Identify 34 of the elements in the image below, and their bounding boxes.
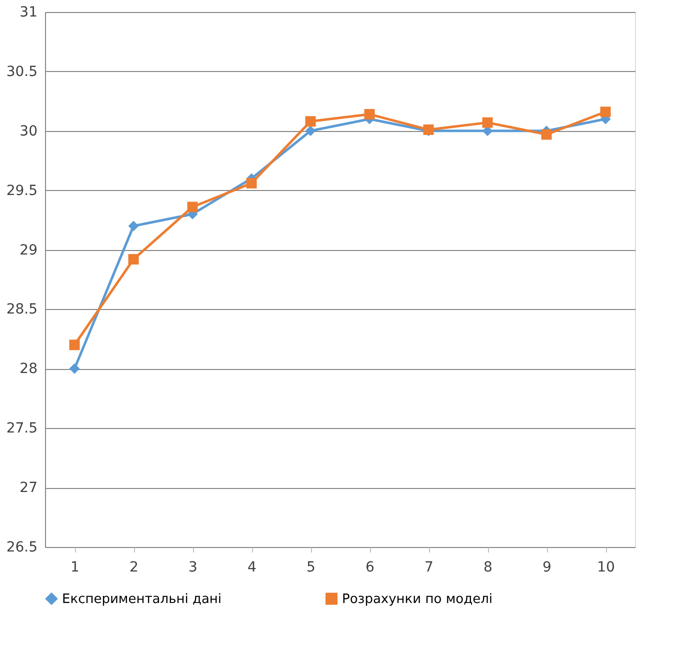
y-tick-label: 29.5	[6, 182, 38, 199]
point	[246, 178, 257, 188]
y-tick-label: 27.5	[6, 420, 38, 437]
point	[69, 340, 80, 350]
y-tick-label: 31	[20, 4, 38, 20]
x-tick-label: 5	[306, 560, 316, 576]
point	[364, 109, 375, 120]
point	[128, 254, 139, 265]
y-tick-label: 28.5	[6, 302, 38, 318]
x-tick-label: 8	[484, 560, 492, 576]
point	[305, 126, 316, 136]
point	[482, 117, 493, 128]
legend-label: Експериментальні дані	[62, 592, 222, 607]
y-tick-label: 30.5	[6, 64, 38, 80]
point	[600, 106, 611, 118]
point	[541, 129, 552, 140]
y-tick-label: 30	[20, 123, 38, 140]
y-tick-label: 26.5	[6, 540, 38, 556]
y-tick-label: 27	[20, 480, 38, 496]
x-tick-label: 7	[424, 560, 434, 576]
x-tick-label: 6	[366, 560, 375, 576]
x-tick-label: 3	[188, 560, 198, 576]
x-tick-label: 4	[248, 560, 257, 576]
x-tick-label: 10	[597, 560, 615, 576]
y-tick-label: 28	[20, 361, 38, 378]
x-tick-label: 1	[70, 560, 80, 576]
point	[69, 363, 80, 374]
x-tick-label: 9	[542, 560, 552, 576]
x-tick-label: 2	[130, 560, 138, 576]
legend-label: Розрахунки по моделі	[342, 592, 492, 607]
point	[187, 202, 198, 212]
point	[128, 220, 139, 232]
y-tick-label: 29	[20, 242, 38, 258]
point	[305, 116, 316, 127]
